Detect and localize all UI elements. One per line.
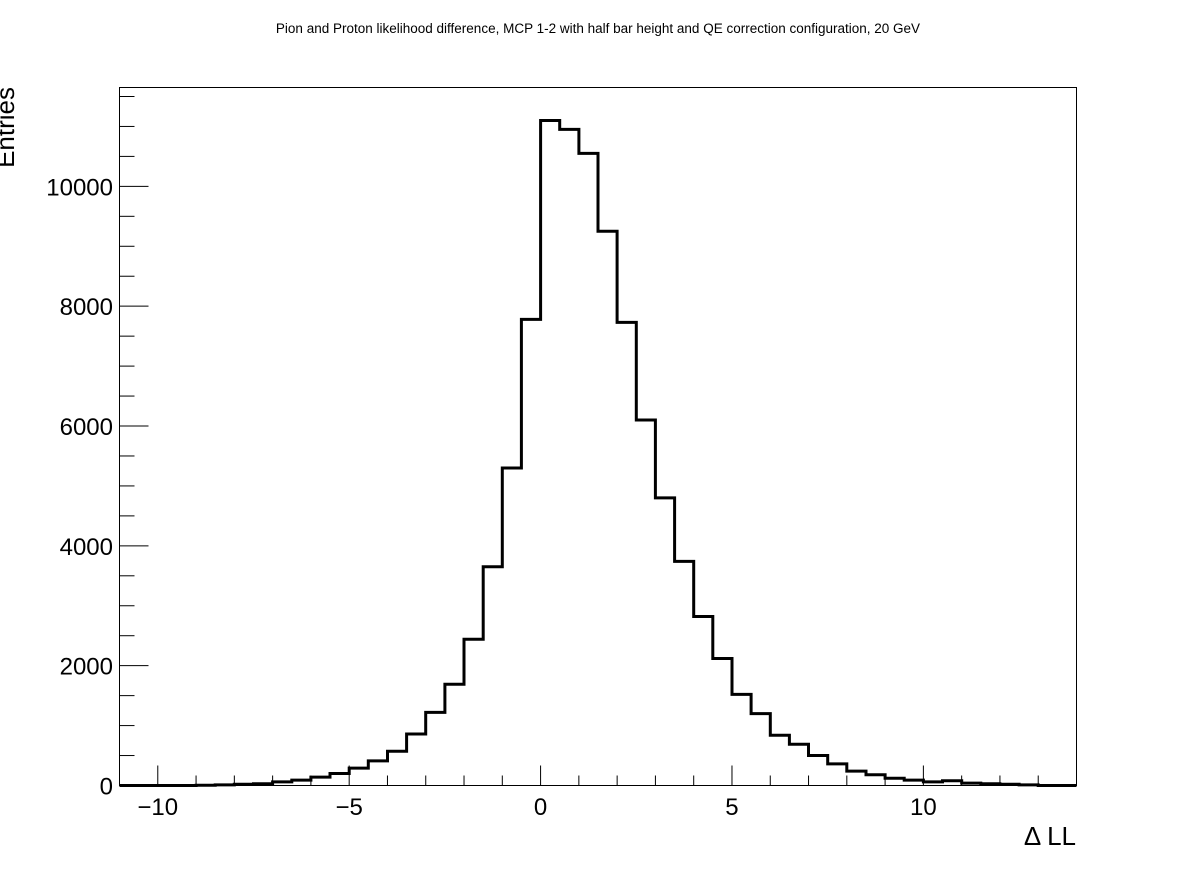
x-tick-label: 0 xyxy=(534,794,547,821)
chart-title: Pion and Proton likelihood difference, M… xyxy=(275,21,921,36)
y-axis-label: Entries xyxy=(0,87,20,168)
plot-frame xyxy=(119,87,1077,786)
y-tick-label: 8000 xyxy=(60,294,113,321)
axis-tick-labels: −10 −5 0 5 10 0 2000 4000 6000 8000 10000 xyxy=(46,174,936,821)
y-tick-label: 10000 xyxy=(46,174,113,201)
x-tick-label: 10 xyxy=(910,794,937,821)
x-axis-label: Δ LL xyxy=(1024,821,1076,851)
x-tick-label: −10 xyxy=(137,794,178,821)
histogram-series-line xyxy=(119,119,1077,787)
x-tick-label: −5 xyxy=(335,794,362,821)
x-tick-label: 5 xyxy=(725,794,738,821)
y-tick-label: 2000 xyxy=(60,654,113,681)
y-tick-label: 6000 xyxy=(60,414,113,441)
y-tick-label: 4000 xyxy=(60,534,113,561)
y-tick-label: 0 xyxy=(100,774,113,801)
